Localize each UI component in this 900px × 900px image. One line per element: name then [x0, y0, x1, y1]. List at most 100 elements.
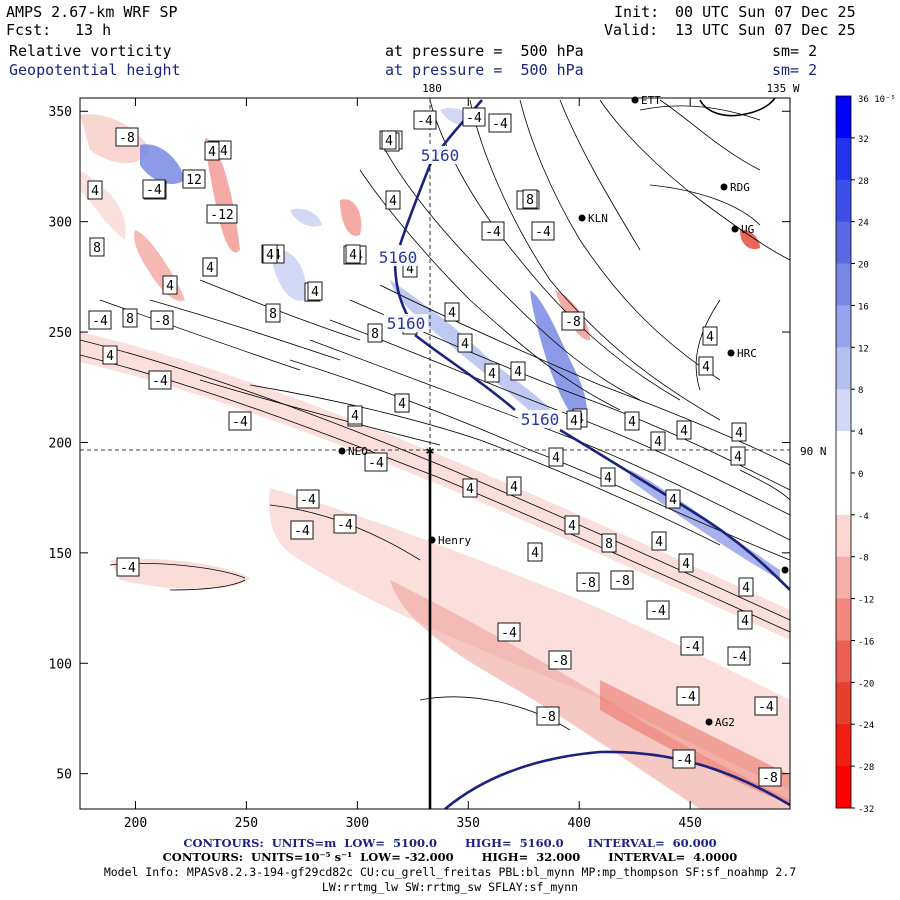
svg-text:4: 4 — [568, 519, 576, 534]
vorticity-contour-label: 4 — [385, 190, 401, 210]
vorticity-contour-label: 4 — [527, 542, 543, 562]
vorticity-contour-label: 4 — [676, 420, 692, 440]
vorticity-contour-label: 4 — [457, 333, 473, 353]
colorbar-label: 28 — [858, 177, 869, 187]
coastline-contour — [699, 98, 776, 117]
height-contour-label: 5160 — [518, 410, 562, 429]
svg-text:-8: -8 — [565, 315, 581, 330]
station-marker — [781, 566, 789, 574]
svg-text:4: 4 — [669, 493, 677, 508]
vorticity-contour-label: 4 — [262, 244, 278, 264]
x-tick-label: 250 — [235, 816, 258, 831]
svg-text:ETT: ETT — [641, 94, 661, 107]
svg-text:4: 4 — [448, 306, 456, 321]
vorticity-contour-label: 4 — [665, 489, 681, 509]
svg-text:-4: -4 — [232, 415, 248, 430]
svg-text:4: 4 — [735, 426, 743, 441]
vorticity-contour-label: -4 — [680, 636, 704, 656]
vorticity-contour-label: 4 — [202, 257, 218, 277]
vorticity-contour-label: -8 — [536, 706, 560, 726]
y-tick-label: 100 — [49, 657, 72, 672]
model-title: AMPS 2.67-km WRF SP — [6, 3, 178, 21]
colorbar-label: 32 — [858, 135, 869, 145]
vorticity-contour-label: -4 — [481, 221, 505, 241]
y-tick-label: 250 — [49, 326, 72, 341]
colorbar-segment — [836, 179, 851, 223]
vorticity-contour-label: -4 — [228, 411, 252, 431]
vorticity-contour-label: 4 — [678, 553, 694, 573]
vorticity-contour-label: 4 — [730, 446, 746, 466]
svg-text:4: 4 — [531, 546, 539, 561]
svg-text:-4: -4 — [146, 183, 162, 198]
svg-text:4: 4 — [349, 248, 357, 263]
colorbar-label: 4 — [858, 428, 863, 438]
plot-frame — [79, 97, 791, 810]
vorticity-contour-label: -4 — [531, 221, 555, 241]
colorbar-label: 24 — [858, 219, 869, 229]
vorticity-contour-label: -8 — [150, 310, 174, 330]
svg-text:-4: -4 — [300, 493, 316, 508]
svg-text:4: 4 — [706, 330, 714, 345]
fcst-label: Fcst: — [6, 21, 52, 39]
svg-text:-4: -4 — [294, 524, 310, 539]
vorticity-contour-label: -4 — [754, 696, 778, 716]
svg-text:4: 4 — [351, 409, 359, 424]
colorbar-segment — [836, 431, 851, 474]
colorbar-segment — [836, 96, 851, 139]
vorticity-contour-label: -8 — [576, 572, 600, 592]
vorticity-contour-label: 4 — [204, 141, 220, 161]
vorticity-contour-label: -8 — [610, 570, 634, 590]
y-tick-label: 300 — [49, 216, 72, 231]
svg-text:8: 8 — [269, 307, 277, 322]
colorbar-frame — [835, 95, 852, 809]
vorticity-contour-label: 4 — [624, 411, 640, 431]
height-contour-label: 5160 — [384, 314, 428, 333]
vorticity-contour-label: 4 — [548, 447, 564, 467]
y-tick-label: 200 — [49, 436, 72, 451]
svg-text:5160: 5160 — [379, 248, 418, 267]
svg-text:5160: 5160 — [421, 146, 460, 165]
svg-text:-12: -12 — [210, 208, 233, 223]
y-tick-label: 350 — [49, 105, 72, 120]
vorticity-contour-label: 8 — [122, 308, 138, 328]
svg-text:-8: -8 — [119, 131, 135, 146]
height-contour-label: 5160 — [418, 146, 462, 165]
vorticity-contour-label: -4 — [290, 520, 314, 540]
svg-text:-8: -8 — [154, 314, 170, 329]
x-tick-label: 450 — [678, 816, 701, 831]
svg-text:-4: -4 — [152, 374, 168, 389]
vorticity-contour-label: 8 — [89, 237, 105, 257]
footer-model-info: Model Info: MPASv8.2.3-194-gf29cd82c CU:… — [103, 865, 797, 879]
colorbar-segment — [836, 347, 851, 390]
vorticity-contour-label: -8 — [115, 127, 139, 147]
height-contour-label: 5160 — [376, 248, 420, 267]
svg-text:4: 4 — [461, 337, 469, 352]
svg-text:4: 4 — [166, 279, 174, 294]
x-tick-label: 300 — [346, 816, 369, 831]
vorticity-contour-label: 8 — [367, 323, 383, 343]
svg-text:8: 8 — [126, 312, 134, 327]
cross-section-star: ✱ — [426, 443, 435, 459]
colorbar-label: 8 — [858, 386, 863, 396]
svg-text:-4: -4 — [492, 117, 508, 132]
vorticity-contour-label: -4 — [296, 489, 320, 509]
vorticity-contour-label: 4 — [510, 361, 526, 381]
field1-level: at pressure = 500 hPa — [385, 42, 584, 60]
svg-text:4: 4 — [552, 451, 560, 466]
vorticity-contour-label: -4 — [497, 622, 521, 642]
vorticity-contour-label: -4 — [488, 113, 512, 133]
valid-label: Valid: — [604, 21, 659, 39]
vorticity-contour-label: -4 — [413, 110, 437, 130]
vorticity-contour-label: -4 — [333, 514, 357, 534]
svg-text:-8: -8 — [762, 771, 778, 786]
station-neo: NEO — [338, 445, 368, 458]
station-henry: Henry — [428, 534, 471, 547]
svg-text:-8: -8 — [614, 574, 630, 589]
svg-text:4: 4 — [398, 397, 406, 412]
fcst-value: 13 h — [75, 21, 112, 39]
svg-text:-4: -4 — [684, 640, 700, 655]
field2-level: at pressure = 500 hPa — [385, 61, 584, 79]
vorticity-contour-label: 4 — [462, 478, 478, 498]
svg-text:-4: -4 — [337, 518, 353, 533]
svg-text:8: 8 — [605, 537, 613, 552]
